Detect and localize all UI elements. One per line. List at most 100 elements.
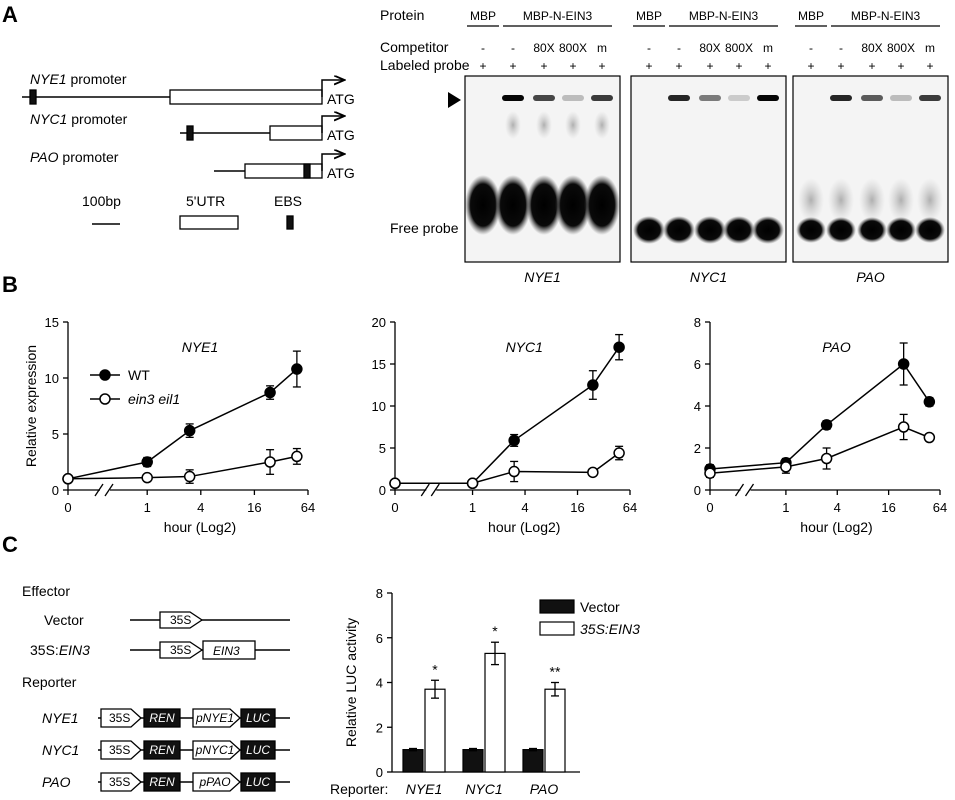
y-tick-label: 5 — [379, 441, 386, 456]
data-point — [780, 461, 792, 473]
ein3-35s-text: 35S — [170, 643, 191, 657]
free-probe-blob — [752, 216, 784, 244]
competitor-cell: 80X — [699, 41, 720, 55]
reporter-name: NYE1 — [42, 710, 79, 726]
bar — [424, 688, 446, 773]
competitor-cell: - — [647, 41, 651, 55]
protein-mbp-label: MBP — [798, 9, 824, 23]
x-tick-label: 16 — [247, 500, 261, 515]
free-probe-blob — [915, 217, 945, 243]
competitor-cell: - — [677, 41, 681, 55]
axis-break — [94, 483, 104, 497]
data-point — [389, 477, 401, 490]
protein-fusion-label: MBP-N-EIN3 — [523, 9, 593, 23]
data-point — [508, 434, 520, 447]
probe-cell: + — [837, 59, 844, 73]
reporter-name: PAO — [42, 774, 71, 790]
expression-chart-nyc1: 0 5 10 15 20 0 1 4 16 64 hour (Log2) NYC1 — [372, 315, 638, 535]
legend-label: WT — [128, 367, 150, 383]
panel-letter-a: A — [2, 2, 18, 27]
x-tick-label: 64 — [933, 500, 947, 515]
y-tick-label: 2 — [694, 441, 701, 456]
lane-smear — [536, 111, 552, 139]
vector-35s-text: 35S — [170, 613, 191, 627]
emsa-header: Protein Competitor Labeled probe MBP MBP-… — [380, 7, 940, 73]
luc-box — [240, 708, 276, 728]
protein-mbp-label: MBP — [636, 9, 662, 23]
protein-fusion-label: MBP-N-EIN3 — [851, 9, 921, 23]
competitor-cell: - — [839, 41, 843, 55]
x-tick-label: 1 — [782, 500, 789, 515]
ren-text: REN — [149, 743, 175, 757]
data-point — [587, 466, 599, 479]
ren-text: REN — [149, 775, 175, 789]
data-point — [923, 396, 936, 408]
ren-box — [143, 708, 181, 728]
ren-box — [143, 772, 181, 792]
scale-bar-label: 100bp — [82, 193, 121, 209]
y-tick-label: 6 — [376, 631, 383, 646]
axis-break — [420, 483, 430, 497]
luc-text: LUC — [246, 711, 270, 725]
shifted-band — [562, 95, 584, 101]
x-tick-label: 64 — [623, 500, 637, 515]
bar — [484, 652, 506, 773]
free-probe-smear — [798, 178, 824, 222]
shifted-band — [757, 95, 779, 101]
free-probe-blob — [826, 217, 856, 243]
data-point — [291, 450, 303, 463]
y-tick-label: 0 — [52, 483, 59, 498]
reporter-35s-promoter — [100, 740, 142, 760]
reporter-promoter-text: pNYE1 — [195, 711, 234, 725]
probe-cell: + — [807, 59, 814, 73]
legend-marker — [99, 369, 111, 381]
shifted-band — [830, 95, 852, 101]
probe-cell: + — [509, 59, 516, 73]
free-probe-blob — [886, 217, 916, 243]
utr-legend-box — [179, 215, 239, 230]
competitor-cell: 800X — [559, 41, 587, 55]
shifted-band — [591, 95, 613, 101]
luc-box — [240, 772, 276, 792]
y-tick-label: 15 — [372, 357, 386, 372]
shifted-band — [502, 95, 524, 101]
shifted-band-arrow — [448, 92, 461, 108]
competitor-cell: - — [809, 41, 813, 55]
data-point — [587, 379, 599, 391]
series-line — [67, 368, 298, 480]
pao-atg: ATG — [327, 165, 355, 181]
free-probe-blob — [584, 175, 620, 235]
x-tick-label: 1 — [144, 500, 151, 515]
effector-title: Effector — [22, 583, 70, 599]
data-point — [897, 358, 910, 370]
x-tick-label: 64 — [301, 500, 315, 515]
probe-cell: + — [479, 59, 486, 73]
bar — [522, 749, 544, 773]
lane-smear — [505, 111, 521, 139]
nyc1-promoter-label: NYC1 promoter — [30, 111, 128, 127]
probe-cell: + — [897, 59, 904, 73]
competitor-cell: 80X — [533, 41, 554, 55]
x-tick-label: 1 — [469, 500, 476, 515]
competitor-cell: 80X — [861, 41, 882, 55]
nye1-ebs-mark — [29, 89, 37, 105]
y-tick-label: 0 — [379, 483, 386, 498]
luc-box — [240, 740, 276, 760]
probe-cell: + — [675, 59, 682, 73]
category-label: NYE1 — [406, 781, 443, 797]
data-point — [183, 470, 196, 483]
competitor-row-label: Competitor — [380, 39, 449, 55]
legend-label: 35S:EIN3 — [580, 621, 640, 637]
free-probe-blob — [465, 175, 501, 235]
utr-legend-label: 5'UTR — [186, 193, 225, 209]
free-probe-blob — [633, 216, 665, 244]
shifted-band — [533, 95, 555, 101]
promoter-diagrams: NYE1 promoter ATG NYC1 promoter ATG PAO … — [22, 71, 355, 230]
y-tick-label: 5 — [52, 427, 59, 442]
y-tick-label: 8 — [376, 586, 383, 601]
panel-letter-b: B — [2, 272, 18, 297]
chart-title: NYE1 — [182, 339, 219, 355]
x-tick-label: 0 — [391, 500, 398, 515]
data-point — [613, 447, 625, 459]
